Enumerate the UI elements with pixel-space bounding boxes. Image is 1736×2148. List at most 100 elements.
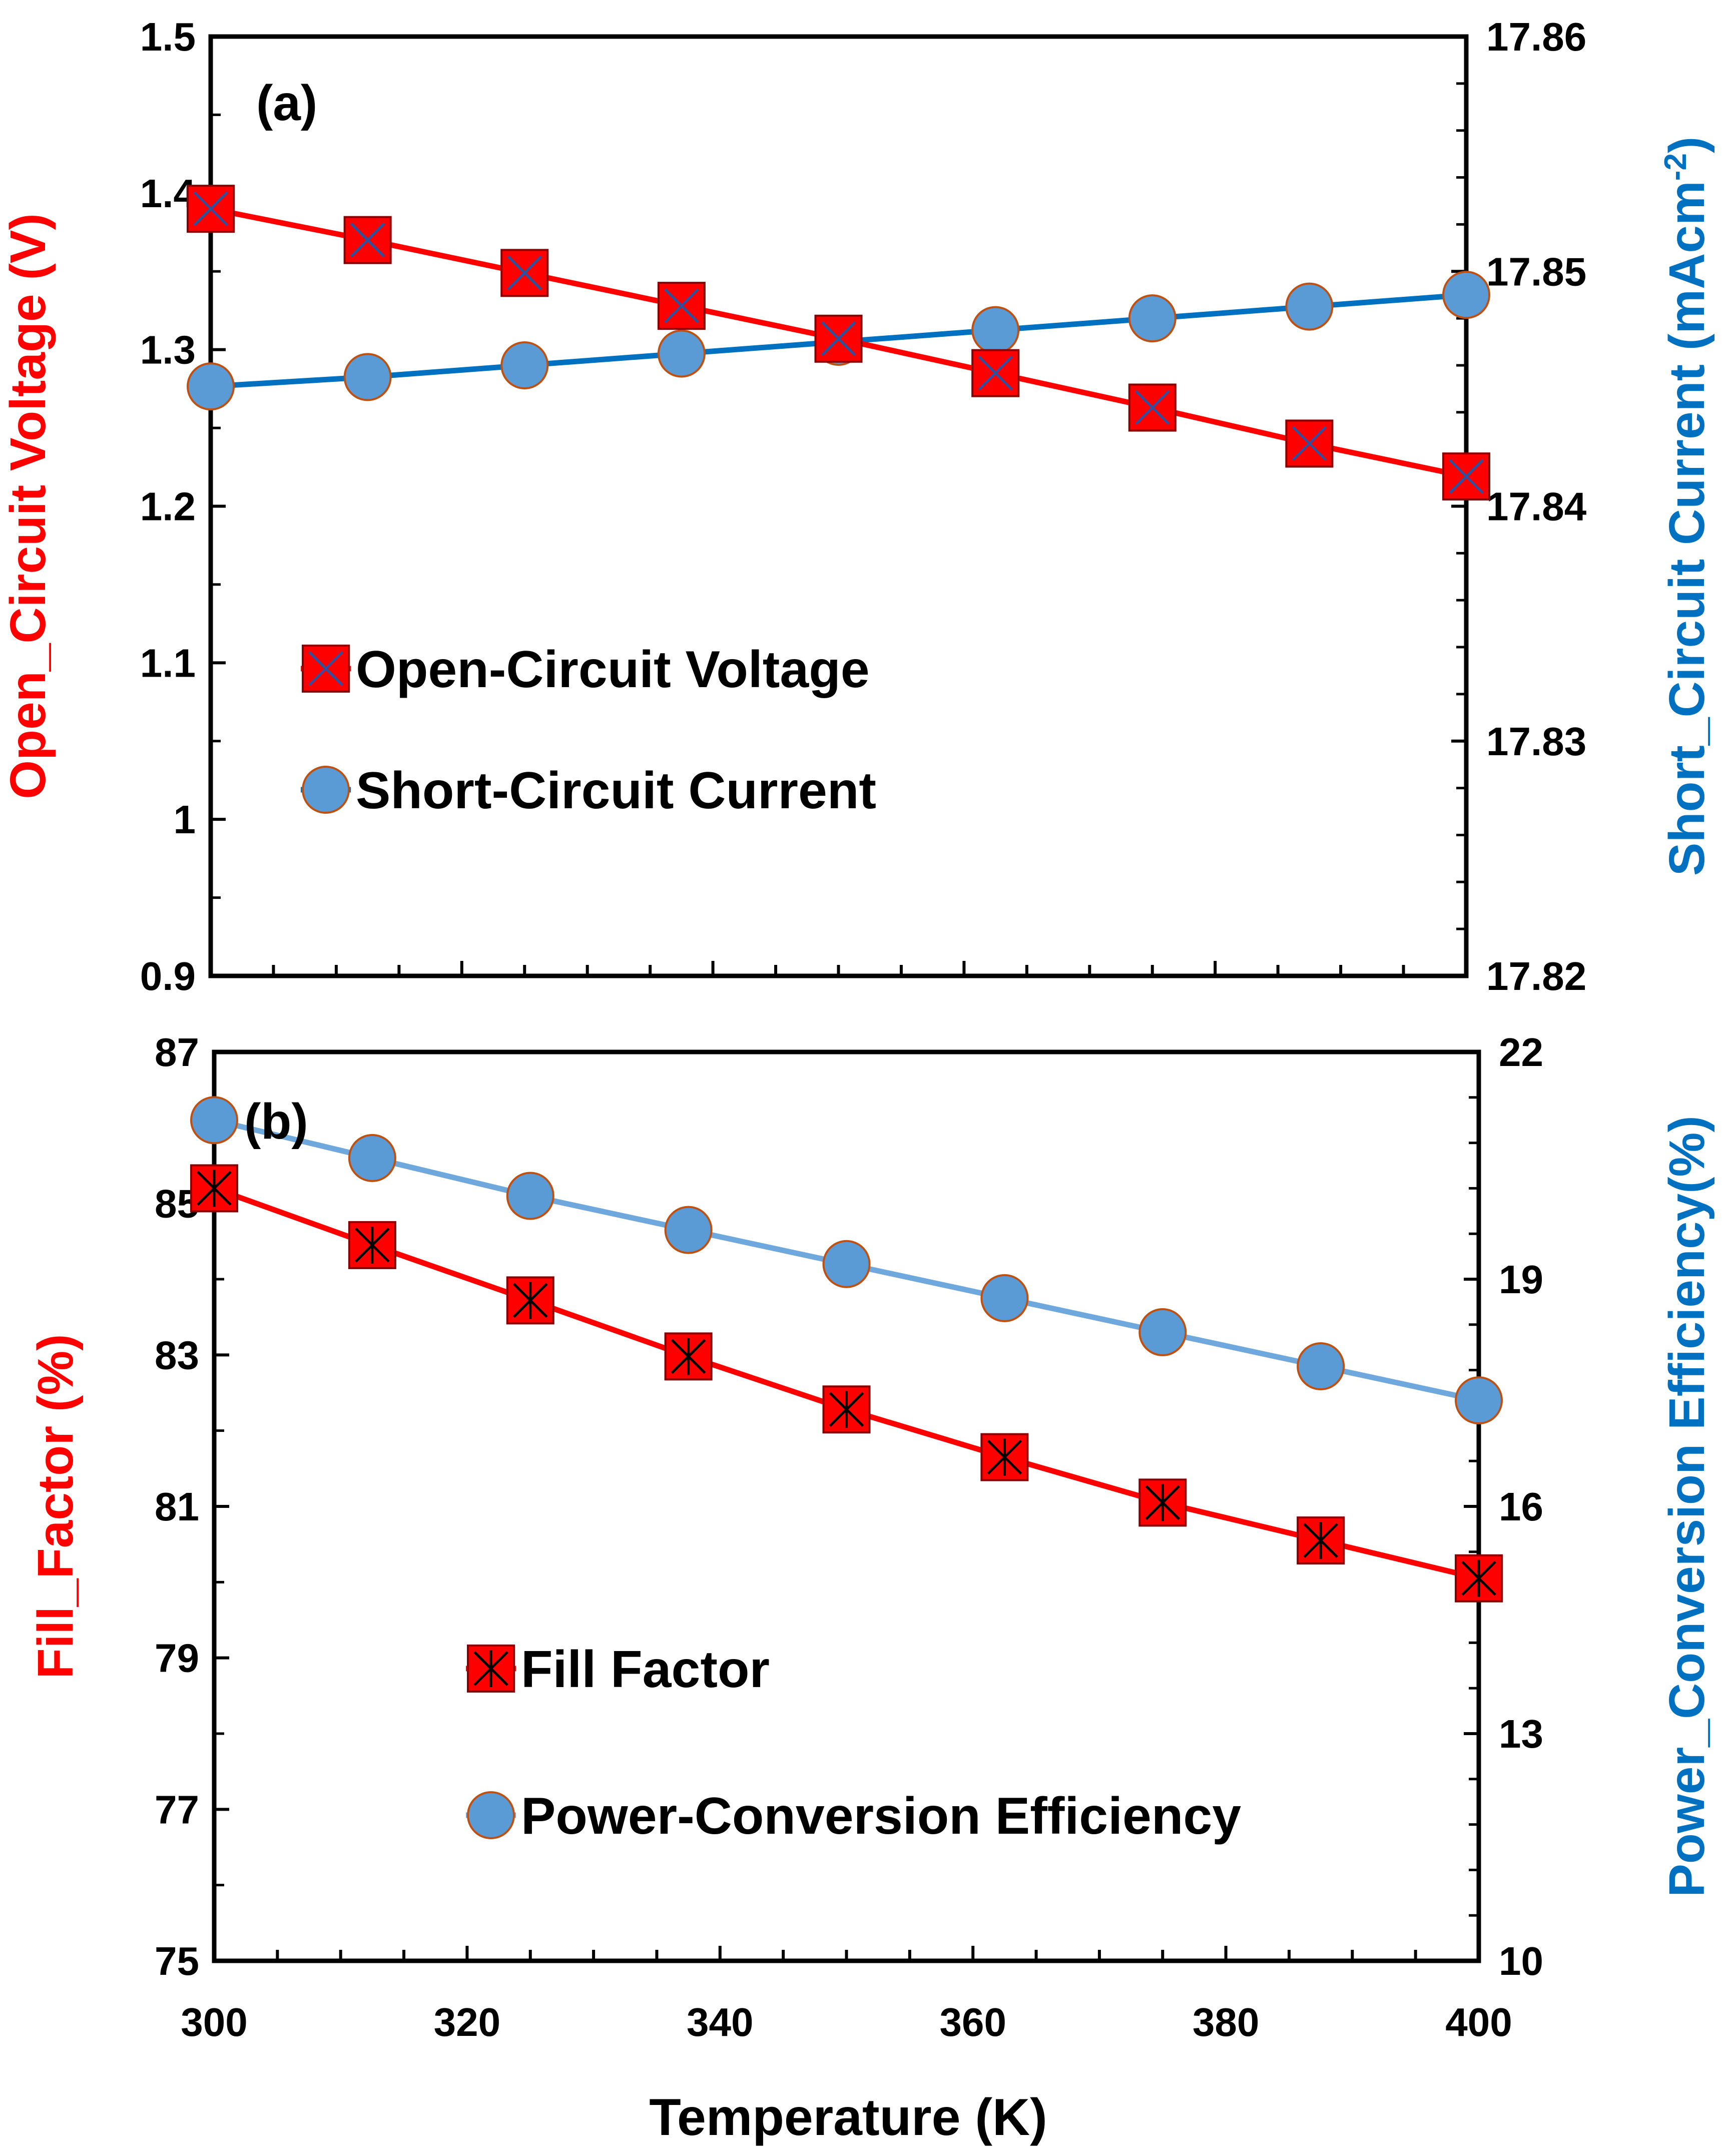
panel-b-legend-label-1: Power-Conversion Efficiency	[521, 1787, 1241, 1845]
panel-b-left-y-tick-label: 75	[155, 1939, 199, 1983]
panel-a-series-0-point-8	[1442, 452, 1490, 501]
panel-a-legend-marker-0	[302, 645, 350, 693]
panel-b-left-y-axis-title: Fill_Factor (%)	[28, 1334, 84, 1679]
panel-b-left-y-tick-label: 79	[155, 1636, 199, 1681]
panel-b-left-y-tick-label: 83	[155, 1333, 199, 1377]
panel-a-series-1-point-8	[1442, 271, 1490, 319]
panel-a-series-0-point-0	[187, 185, 235, 233]
panel-b-right-y-tick-label: 16	[1499, 1484, 1543, 1529]
panel-a-series-0-point-5	[971, 349, 1020, 397]
panel-a-series-0-point-0-cross-2	[193, 191, 228, 226]
panel-a-series-0-point-1	[343, 216, 392, 264]
panel-a-series-1-point-0	[187, 362, 235, 411]
panel-a-series-0-point-2	[500, 249, 549, 297]
panel-b-series-1-point-0	[190, 1096, 238, 1145]
panel-a-label: (a)	[256, 75, 317, 131]
panel-b-series-0-point-2	[506, 1276, 554, 1325]
panel-b-series-0-point-1	[348, 1221, 396, 1269]
panel-b-series-1-point-1-shape	[348, 1134, 396, 1182]
panel-a-right-y-tick-label: 17.86	[1486, 15, 1586, 59]
panel-a-left-y-tick-label: 1.4	[140, 171, 196, 216]
panel-b-right-y-tick-label: 13	[1499, 1712, 1543, 1756]
panel-b-series-1-point-8-shape	[1455, 1376, 1503, 1425]
panel-a-right-y-axis-title-superscript: -2	[1658, 153, 1693, 181]
panel-a-series-0-point-2-cross-2	[507, 255, 542, 291]
panel-a-legend-label-1: Short-Circuit Current	[356, 762, 876, 820]
panel-a-series-0-point-4-cross-2	[821, 321, 856, 356]
panel-a-series-0-point-3-cross-2	[664, 288, 699, 323]
panel-b-series-1-point-2	[506, 1172, 554, 1220]
panel-a-series-1-point-7	[1285, 282, 1334, 331]
panel-a-series-1-point-1	[343, 353, 392, 401]
panel-b-legend-marker-0	[467, 1645, 515, 1693]
x-tick-label: 360	[939, 2000, 1006, 2044]
panel-a-series-1-point-6-shape	[1128, 294, 1177, 343]
panel-b-legend-marker-1-shape	[467, 1791, 515, 1839]
panel-b-left-y-tick-label: 81	[155, 1484, 199, 1529]
panel-b-right-y-axis-title: Power_Conversion Efficiency(%)	[1659, 1116, 1715, 1897]
panel-b-left-y-tick-label: 77	[155, 1787, 199, 1832]
panel-a-series-0-point-4	[814, 314, 863, 363]
x-axis-title: Temperature (K)	[649, 2088, 1047, 2146]
x-tick-label: 340	[687, 2000, 753, 2044]
x-tick-label: 400	[1445, 2000, 1512, 2044]
panel-b-right-y-tick-label: 19	[1499, 1257, 1543, 1302]
panel-a-series-1-point-5	[971, 306, 1020, 354]
panel-b-series-0-point-6	[1138, 1478, 1187, 1527]
panel-b-series-1-point-5-shape	[980, 1274, 1029, 1322]
panel-a-series-1-point-0-shape	[187, 362, 235, 411]
panel-b-series-0-point-7	[1297, 1516, 1345, 1565]
panel-a-series-0-point-7	[1285, 419, 1334, 468]
panel-b-series-1-point-3	[664, 1206, 713, 1254]
panel-b-series-1-point-8	[1455, 1376, 1503, 1425]
panel-a-right-y-tick-label: 17.84	[1486, 484, 1587, 529]
panel-b-series-1-point-6-shape	[1138, 1308, 1187, 1356]
panel-b-series-1-point-4-shape	[822, 1240, 871, 1288]
panel-b-series-0-point-0	[190, 1164, 238, 1213]
panel-b-series-1-point-4	[822, 1240, 871, 1288]
x-tick-label: 300	[181, 2000, 247, 2044]
panel-a-left-y-tick-label: 1.5	[140, 15, 196, 59]
panel-b-legend-label-0: Fill Factor	[521, 1641, 770, 1699]
panel-a-series-1-point-6	[1128, 294, 1177, 343]
panel-a-left-y-tick-label: 1.3	[140, 328, 196, 372]
panel-a-legend-label-0: Open-Circuit Voltage	[356, 641, 870, 699]
panel-b-series-1-point-5	[980, 1274, 1029, 1322]
panel-a-left-y-tick-label: 0.9	[140, 954, 196, 998]
panel-a-chart: 0.9 1 1.1 1.2 1.3 1.4 1.5 17.82 17.83 17.84 17.85 1…	[0, 15, 1715, 998]
panel-a-left-y-axis-title: Open_Circuit Voltage (V)	[0, 213, 56, 799]
panel-a-series-1-point-3	[657, 329, 706, 378]
panel-b-series-0-point-5	[980, 1433, 1029, 1481]
panel-b-right-y-tick-label: 22	[1499, 1030, 1543, 1075]
panel-a-right-y-tick-label: 17.83	[1486, 719, 1586, 764]
x-tick-label: 380	[1193, 2000, 1259, 2044]
panel-b-series-1-point-3-shape	[664, 1206, 713, 1254]
panel-a-right-y-tick-label: 17.82	[1486, 954, 1586, 998]
panel-a-series-0-point-3	[657, 282, 706, 330]
x-tick-label: 320	[434, 2000, 500, 2044]
panel-a-series-0-point-7-cross-2	[1292, 426, 1327, 461]
panel-a-series-1-point-7-shape	[1285, 282, 1334, 331]
panel-a-series-0-point-5-cross-2	[978, 355, 1013, 391]
panel-a-right-y-tick-label: 17.85	[1486, 249, 1586, 294]
panel-a-series-0-point-8-cross-2	[1449, 459, 1484, 494]
panel-a-series-1-point-5-shape	[971, 306, 1020, 354]
panel-b-left-y-tick-label: 87	[155, 1030, 199, 1075]
panel-b-legend-marker-1	[467, 1791, 515, 1839]
panel-b-right-y-tick-label: 10	[1499, 1939, 1543, 1983]
panel-b-series-1-point-2-shape	[506, 1172, 554, 1220]
panel-b-label: (b)	[244, 1094, 308, 1150]
panel-b-series-1-point-7-shape	[1297, 1342, 1345, 1391]
panel-b-series-0-point-8	[1455, 1554, 1503, 1602]
panel-b-series-0-point-4	[822, 1385, 871, 1434]
panel-b-series-1-point-0-shape	[190, 1096, 238, 1145]
panel-a-series-1-point-3-shape	[657, 329, 706, 378]
panel-a-right-y-axis-title: Short_Circuit Current (mAcm-2)	[1658, 137, 1715, 876]
panel-a-legend-marker-1-shape	[302, 766, 350, 814]
panel-a-series-1-point-1-shape	[343, 353, 392, 401]
panel-a-left-y-tick-label: 1.1	[140, 641, 196, 685]
panel-a-series-1-point-2-shape	[500, 341, 549, 389]
